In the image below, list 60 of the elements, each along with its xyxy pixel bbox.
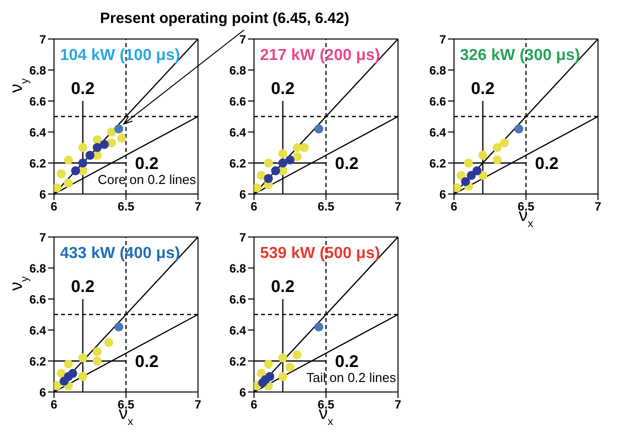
y-tick-label: 6.2 bbox=[429, 156, 446, 170]
x-tick-label: 6.5 bbox=[318, 200, 335, 214]
annotation: 0.2 bbox=[270, 277, 295, 296]
text: 217 kW (200 μs) bbox=[260, 47, 380, 65]
text: 104 kW (100 μs) bbox=[60, 47, 180, 65]
y-tick-label: 7 bbox=[439, 32, 446, 46]
y-tick-label: 6.4 bbox=[29, 323, 46, 338]
y-tick-label: 6.8 bbox=[229, 63, 246, 78]
x-tick-label: 7 bbox=[394, 200, 402, 214]
x-tick-label: 7 bbox=[394, 398, 402, 412]
y-tick-label: 6.4 bbox=[29, 125, 46, 140]
text: 539 kW (500 μs) bbox=[260, 245, 380, 263]
y-tick-label: 7 bbox=[239, 32, 246, 46]
y-tick-label: 6 bbox=[439, 187, 446, 202]
x-tick-label: 6.5 bbox=[118, 200, 135, 214]
x-tick-label: 6 bbox=[50, 398, 58, 412]
annotation: 0.2 bbox=[70, 79, 95, 98]
y-tick-label: 6.4 bbox=[229, 125, 246, 140]
annotation: Present operating point (6.45, 6.42) bbox=[100, 10, 350, 27]
y-tick-label: 6.8 bbox=[29, 63, 46, 78]
y-tick-label: 6.2 bbox=[229, 354, 246, 368]
y-tick-label: 6.6 bbox=[229, 292, 246, 306]
annotation: Core on 0.2 lines bbox=[98, 172, 196, 187]
annotation: 0.2 bbox=[335, 352, 359, 372]
x-tick-label: 7 bbox=[194, 398, 202, 412]
text: 433 kW (400 μs) bbox=[60, 245, 180, 263]
text: 326 kW (300 μs) bbox=[460, 47, 580, 65]
x-tick-label: 6 bbox=[250, 398, 258, 412]
annotation: Tail on 0.2 lines bbox=[306, 370, 396, 385]
annotation: 0.2 bbox=[470, 79, 495, 98]
y-tick-label: 7 bbox=[239, 230, 246, 244]
x-tick-label: 6 bbox=[450, 200, 458, 214]
y-tick-label: 6 bbox=[39, 385, 46, 400]
y-tick-label: 6.6 bbox=[429, 94, 446, 108]
y-tick-label: 6.2 bbox=[29, 156, 46, 170]
annotation: 0.2 bbox=[535, 154, 559, 174]
x-tick-label: 6 bbox=[50, 200, 58, 214]
y-tick-label: 6.4 bbox=[429, 125, 446, 140]
y-tick-label: 6.2 bbox=[229, 156, 246, 170]
x-tick-label: 7 bbox=[594, 200, 602, 214]
y-tick-label: 6 bbox=[39, 187, 46, 202]
y-tick-label: 7 bbox=[39, 32, 46, 46]
y-tick-label: 6.2 bbox=[29, 354, 46, 368]
y-tick-label: 6.6 bbox=[29, 292, 46, 306]
annotation: 0.2 bbox=[135, 352, 159, 372]
y-tick-label: 6.6 bbox=[229, 94, 246, 108]
y-tick-label: 7 bbox=[39, 230, 46, 244]
y-tick-label: 6.6 bbox=[29, 94, 46, 108]
y-tick-label: 6.8 bbox=[229, 261, 246, 276]
annotation: 0.2 bbox=[70, 277, 95, 296]
annotation: 0.2 bbox=[335, 154, 359, 174]
y-tick-label: 6.4 bbox=[229, 323, 246, 338]
annotation: 0.2 bbox=[270, 79, 295, 98]
y-tick-label: 6.8 bbox=[429, 63, 446, 78]
x-tick-label: 7 bbox=[194, 200, 202, 214]
y-tick-label: 6 bbox=[239, 187, 246, 202]
annotation: 0.2 bbox=[135, 154, 159, 174]
y-tick-label: 6.8 bbox=[29, 261, 46, 276]
x-tick-label: 6 bbox=[250, 200, 258, 214]
y-tick-label: 6 bbox=[239, 385, 246, 400]
